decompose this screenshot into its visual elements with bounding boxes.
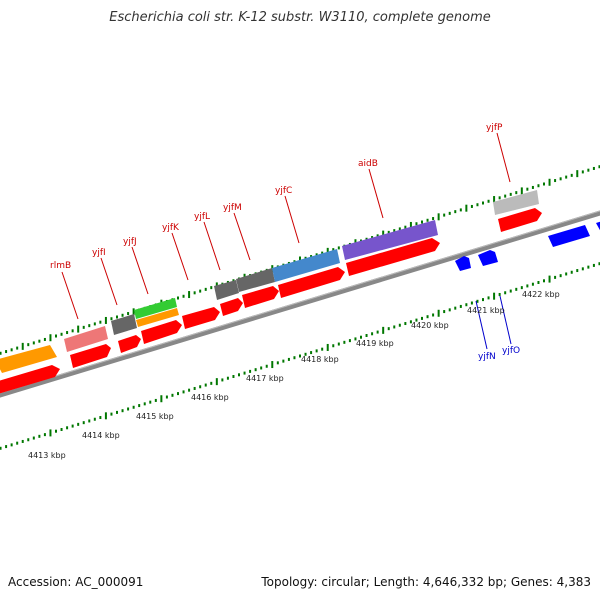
feature-blue-yjfc[interactable] <box>272 249 340 282</box>
gene-arrow-yjfp[interactable] <box>498 208 542 232</box>
feature-green-yjfj[interactable] <box>134 298 177 319</box>
lower-scale-track <box>0 262 600 450</box>
gene-label-yjfl[interactable]: yjfL <box>194 212 210 222</box>
scale-labels: 4413 kbp 4414 kbp 4415 kbp 4416 kbp 4417… <box>28 290 560 460</box>
gene-label-yjfc[interactable]: yjfC <box>275 186 292 196</box>
gene-arrow-yjfj[interactable] <box>141 320 182 344</box>
reverse-gene-labels: yjfN yjfO <box>478 346 520 362</box>
topology-text: Topology: circular; Length: 4,646,332 bp… <box>261 575 591 589</box>
gene-label-yjfk[interactable]: yjfK <box>162 223 180 233</box>
forward-gene-labels: rlmB yjfI yjfJ yjfK yjfL yjfM yjfC aidB … <box>50 123 503 271</box>
gene-arrow-yjfi[interactable] <box>118 335 141 353</box>
forward-gene-track <box>0 208 542 394</box>
scale-label: 4420 kbp <box>411 321 449 330</box>
gene-label-yjfo[interactable]: yjfO <box>502 346 520 356</box>
gene-label-yjfm[interactable]: yjfM <box>223 203 242 213</box>
scale-label: 4413 kbp <box>28 451 66 460</box>
feature-grey-yjfl[interactable] <box>214 280 239 300</box>
reverse-label-pointers <box>475 295 512 350</box>
gene-arrow-yjfl[interactable] <box>220 298 243 316</box>
scale-label: 4422 kbp <box>522 290 560 299</box>
genome-title: Escherichia coli str. K-12 substr. W3110… <box>109 10 491 25</box>
gene-arrow-yjfm[interactable] <box>242 286 279 308</box>
feature-pink[interactable] <box>64 326 108 352</box>
gene-label-yjfj[interactable]: yjfJ <box>123 237 137 247</box>
gene-label-yjfn[interactable]: yjfN <box>478 352 496 362</box>
feature-purple-aidb[interactable] <box>342 220 438 260</box>
gene-arrow-reverse-edge[interactable] <box>596 220 600 232</box>
gene-arrow-reverse-right[interactable] <box>548 225 590 247</box>
genome-backbone <box>0 210 600 398</box>
gene-label-rlmb[interactable]: rlmB <box>50 261 71 271</box>
genome-backbone-highlight <box>0 210 600 394</box>
scale-label: 4417 kbp <box>246 374 284 383</box>
feature-orange-yjfj[interactable] <box>136 308 179 327</box>
feature-track <box>0 190 539 373</box>
gene-arrow-yjfk[interactable] <box>182 307 220 329</box>
gene-arrow-yjfo[interactable] <box>478 250 498 266</box>
scale-label: 4419 kbp <box>356 339 394 348</box>
feature-grey-yjfi[interactable] <box>111 314 137 335</box>
gene-label-yjfp[interactable]: yjfP <box>486 123 503 133</box>
gene-arrow-aidb[interactable] <box>346 238 440 276</box>
accession-text: Accession: AC_000091 <box>8 575 144 589</box>
scale-label: 4415 kbp <box>136 412 174 421</box>
scale-label: 4418 kbp <box>301 355 339 364</box>
gene-label-aidb[interactable]: aidB <box>358 159 378 169</box>
forward-label-pointers <box>61 132 511 320</box>
feature-light-grey-yjfp[interactable] <box>493 190 539 215</box>
scale-label: 4416 kbp <box>191 393 229 402</box>
feature-grey-yjfm[interactable] <box>236 268 275 292</box>
gene-label-yjfi[interactable]: yjfI <box>92 248 106 258</box>
feature-orange[interactable] <box>0 345 57 373</box>
reverse-gene-track <box>455 220 600 271</box>
scale-label: 4421 kbp <box>467 306 505 315</box>
scale-label: 4414 kbp <box>82 431 120 440</box>
gene-arrow-rlmb[interactable] <box>70 344 111 368</box>
gene-arrow-1[interactable] <box>0 365 60 394</box>
gene-arrow-yjfn[interactable] <box>455 256 471 271</box>
gene-arrow-yjfc[interactable] <box>278 267 345 298</box>
